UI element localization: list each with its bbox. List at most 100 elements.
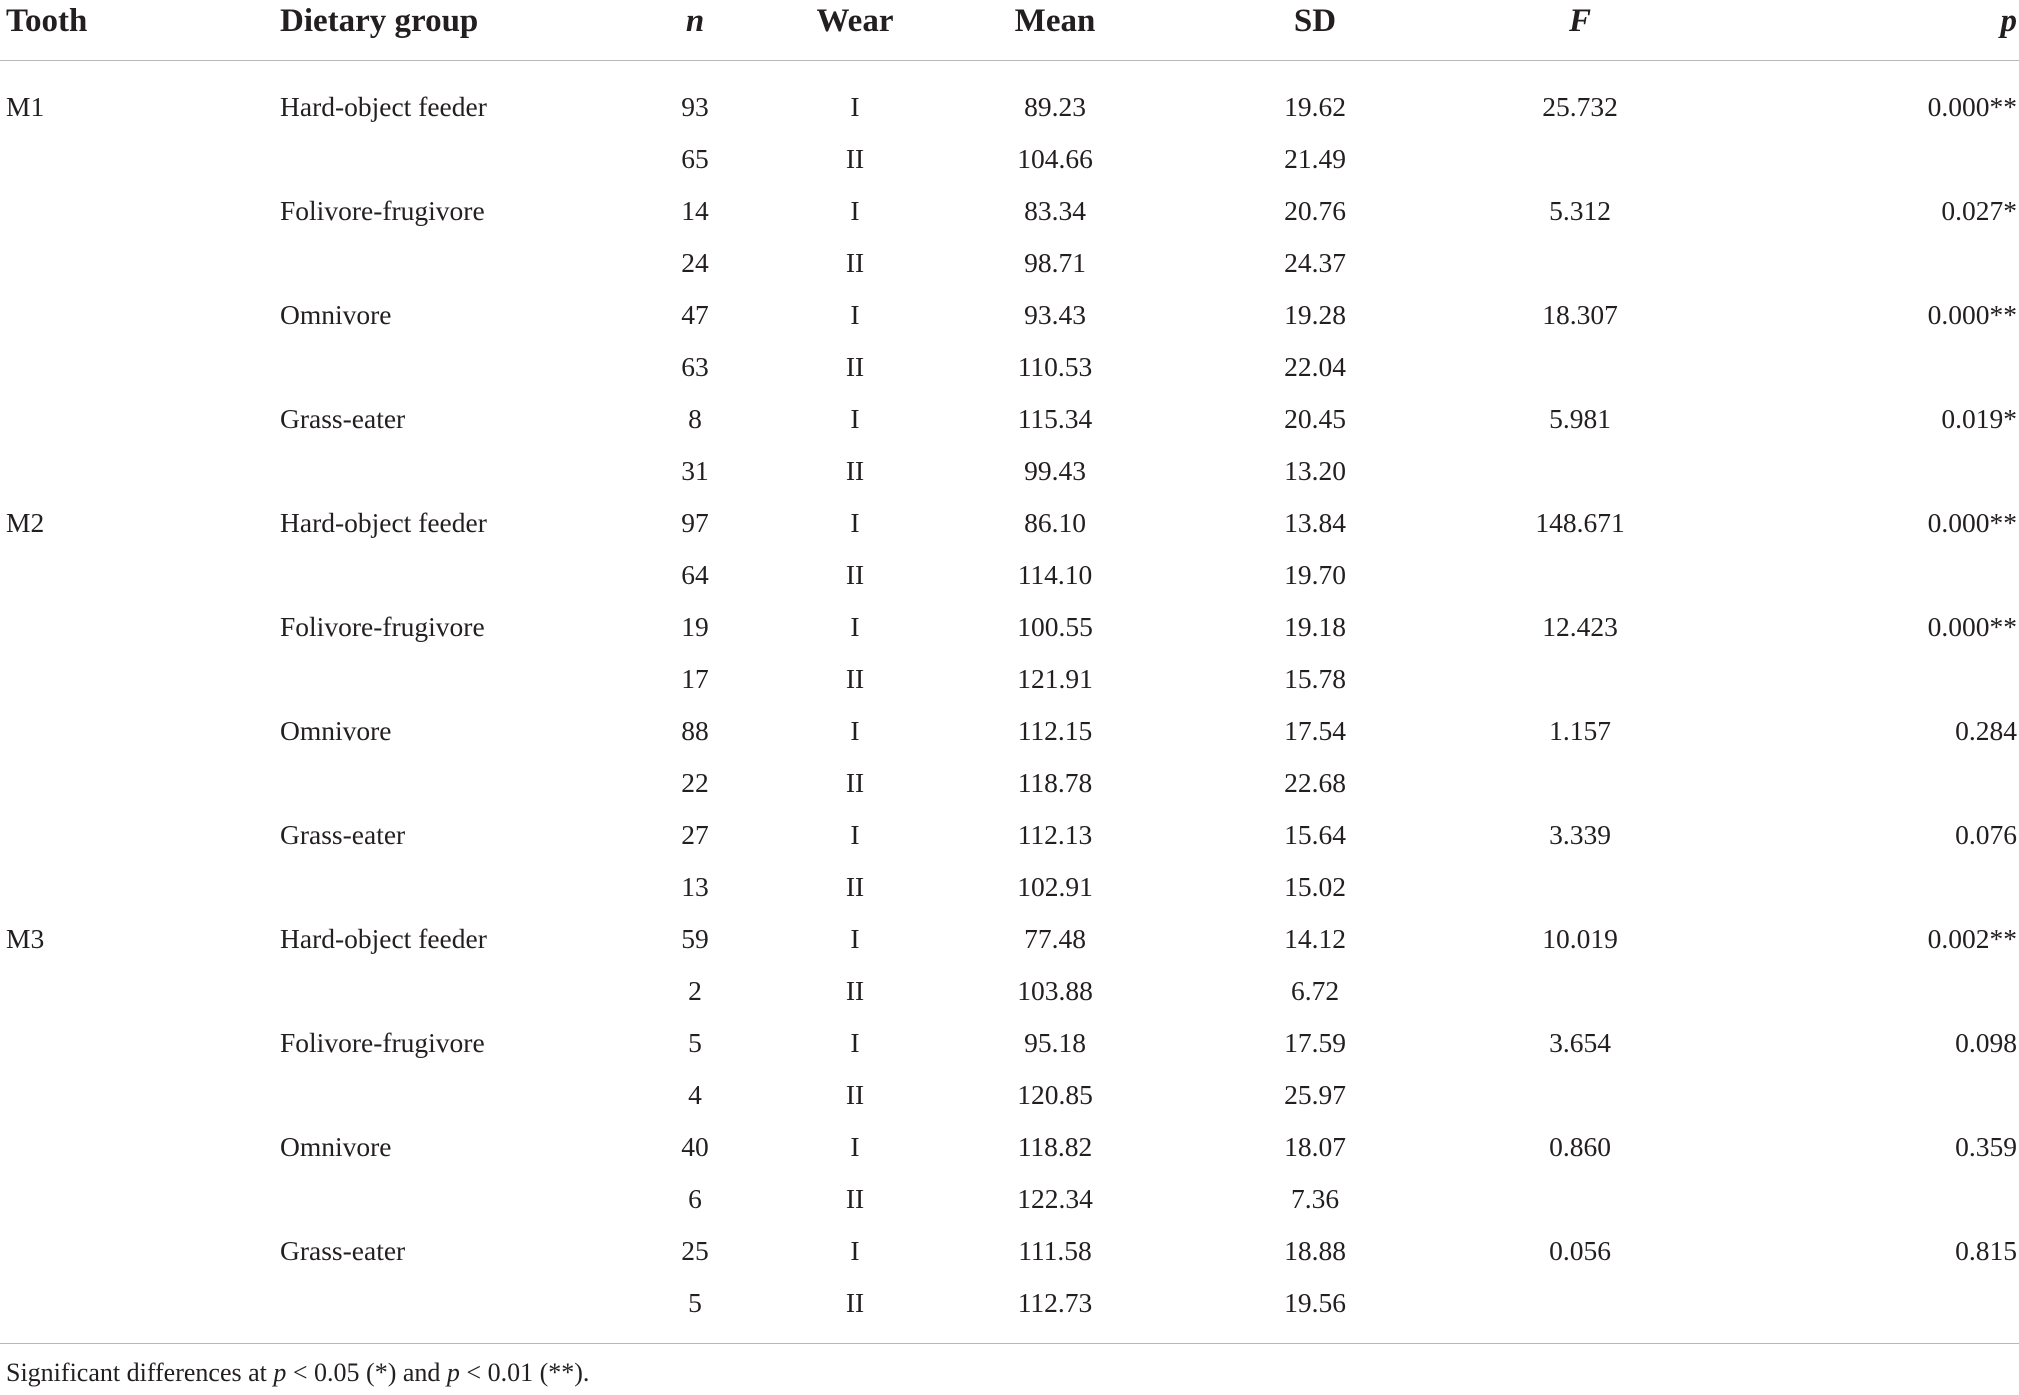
cell-mean: 93.43 [1024,299,1086,330]
cell-tooth [0,757,280,809]
footnote-condition-1: < 0.05 (*) and [286,1358,447,1387]
cell-wear: I [850,403,860,434]
cell-tooth [0,965,280,1017]
cell-f [1460,1173,1700,1225]
cell-mean: 115.34 [1017,403,1093,434]
cell-wear: I [850,1235,860,1266]
table-row: Grass-eater 27 I 112.13 15.64 3.339 0.076 [0,809,2019,861]
cell-sd: 13.20 [1284,455,1346,486]
cell-n: 5 [688,1027,702,1058]
cell-n: 31 [681,455,709,486]
cell-tooth [0,1277,280,1329]
cell-n: 2 [688,975,702,1006]
footnote-prefix: Significant differences at [6,1358,274,1387]
cell-f [1460,445,1700,497]
cell-sd: 17.54 [1284,715,1346,746]
cell-n: 8 [688,403,702,434]
cell-n: 19 [681,611,709,642]
cell-wear: I [850,715,860,746]
cell-p: 0.019* [1941,403,2017,434]
cell-mean: 120.85 [1017,1079,1093,1110]
cell-dietary-group [280,133,620,185]
cell-dietary-group: Omnivore [280,715,392,746]
cell-p [1700,133,2019,185]
table-row: Folivore-frugivore 5 I 95.18 17.59 3.654 0.098 [0,1017,2019,1069]
cell-sd: 21.49 [1284,143,1346,174]
cell-dietary-group [280,1069,620,1121]
cell-wear: II [845,663,865,694]
cell-tooth [0,809,280,861]
cell-mean: 112.13 [1017,819,1093,850]
cell-mean: 104.66 [1017,143,1093,174]
cell-p: 0.000** [1927,91,2017,122]
cell-dietary-group [280,237,620,289]
cell-p [1700,1173,2019,1225]
cell-mean: 114.10 [1017,559,1093,590]
cell-f: 3.339 [1549,819,1611,850]
cell-dietary-group [280,757,620,809]
cell-mean: 112.15 [1017,715,1093,746]
header-row: Tooth Dietary group n Wear Mean SD F p [0,0,2019,61]
header-mean: Mean [940,0,1170,61]
cell-f: 0.056 [1549,1235,1611,1266]
cell-wear: I [850,1027,860,1058]
cell-n: 25 [681,1235,709,1266]
cell-tooth [0,1173,280,1225]
cell-tooth: M2 [6,507,45,538]
table-row: Grass-eater 8 I 115.34 20.45 5.981 0.019* [0,393,2019,445]
cell-sd: 6.72 [1290,975,1340,1006]
table-bottom-rule [0,1343,2019,1344]
cell-tooth [0,549,280,601]
cell-dietary-group [280,653,620,705]
cell-mean: 102.91 [1017,871,1093,902]
cell-tooth [0,1121,280,1173]
cell-n: 27 [681,819,709,850]
table-row: 31 II 99.43 13.20 [0,445,2019,497]
cell-dietary-group: Grass-eater [280,1235,406,1266]
table-row: 17 II 121.91 15.78 [0,653,2019,705]
table-row: Folivore-frugivore 19 I 100.55 19.18 12.423 0.… [0,601,2019,653]
cell-f [1460,549,1700,601]
header-sd: SD [1170,0,1460,61]
table-row: Omnivore 88 I 112.15 17.54 1.157 0.284 [0,705,2019,757]
cell-tooth: M1 [6,91,45,122]
cell-f: 25.732 [1542,91,1618,122]
table-row: 65 II 104.66 21.49 [0,133,2019,185]
cell-mean: 98.71 [1024,247,1086,278]
cell-tooth [0,1225,280,1277]
cell-p: 0.098 [1955,1027,2017,1058]
cell-f: 18.307 [1542,299,1618,330]
cell-wear: I [850,299,860,330]
cell-f [1460,237,1700,289]
table-row: 64 II 114.10 19.70 [0,549,2019,601]
cell-f [1460,861,1700,913]
cell-wear: I [850,611,860,642]
cell-dietary-group: Omnivore [280,299,392,330]
cell-wear: II [845,871,865,902]
cell-p [1700,965,2019,1017]
cell-tooth [0,341,280,393]
cell-sd: 17.59 [1284,1027,1346,1058]
cell-dietary-group: Folivore-frugivore [280,1027,485,1058]
cell-wear: I [850,507,860,538]
cell-dietary-group [280,445,620,497]
header-f: F [1460,0,1700,61]
cell-sd: 19.56 [1284,1287,1346,1318]
cell-f [1460,757,1700,809]
table-row: 63 II 110.53 22.04 [0,341,2019,393]
cell-sd: 15.78 [1284,663,1346,694]
cell-dietary-group: Folivore-frugivore [280,611,485,642]
cell-p [1700,861,2019,913]
cell-wear: I [850,1131,860,1162]
table-row: 6 II 122.34 7.36 [0,1173,2019,1225]
cell-p: 0.284 [1955,715,2017,746]
cell-wear: II [845,559,865,590]
cell-tooth: M3 [6,923,45,954]
cell-tooth [0,289,280,341]
table-row: 5 II 112.73 19.56 [0,1277,2019,1329]
cell-n: 6 [688,1183,702,1214]
cell-mean: 89.23 [1024,91,1086,122]
header-n: n [620,0,770,61]
cell-wear: II [845,247,865,278]
cell-dietary-group [280,1277,620,1329]
